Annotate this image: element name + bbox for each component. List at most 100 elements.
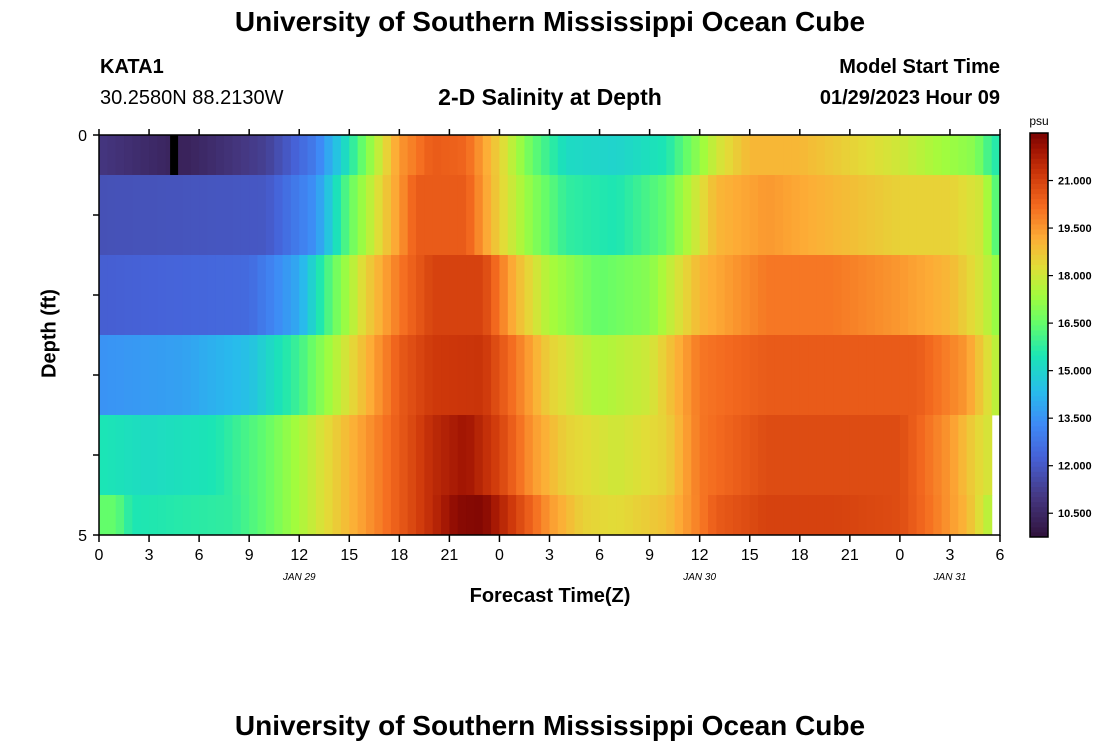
- heatmap-cell: [924, 255, 934, 336]
- colorbar-segment: [1030, 213, 1048, 220]
- heatmap-cell: [708, 415, 717, 496]
- heatmap-cell: [374, 255, 384, 336]
- heatmap-cell: [190, 175, 200, 256]
- heatmap-cell: [532, 175, 542, 256]
- colorbar-segment: [1030, 410, 1048, 417]
- heatmap-cell: [240, 495, 250, 536]
- heatmap-cell: [507, 255, 517, 336]
- heatmap-cell: [741, 495, 751, 536]
- heatmap-cell: [257, 415, 267, 496]
- heatmap-cell: [157, 335, 167, 416]
- heatmap-cell: [199, 255, 209, 336]
- colorbar-tick-label: 10.500: [1058, 508, 1092, 520]
- heatmap-cell: [190, 255, 200, 336]
- heatmap-cell: [240, 175, 250, 256]
- heatmap-cell: [374, 175, 384, 256]
- heatmap-cell: [799, 255, 809, 336]
- colorbar-segment: [1030, 173, 1048, 179]
- heatmap-cell: [499, 255, 509, 336]
- heatmap-cell: [724, 495, 734, 536]
- heatmap-cell: [382, 255, 392, 336]
- heatmap-cell: [240, 255, 250, 336]
- heatmap-cell: [190, 135, 200, 176]
- heatmap-cell: [457, 335, 467, 416]
- heatmap-cell: [491, 415, 501, 496]
- colorbar-segment: [1030, 274, 1048, 280]
- colorbar-segment: [1030, 289, 1048, 296]
- heatmap-cell: [299, 335, 309, 416]
- heatmap-cell: [332, 495, 342, 536]
- heatmap-cell: [157, 135, 167, 176]
- heatmap-cell: [624, 335, 634, 416]
- page-title: University of Southern Mississippi Ocean…: [234, 6, 866, 37]
- heatmap-cell: [99, 415, 108, 496]
- heatmap-cell: [949, 335, 959, 416]
- heatmap-cell: [716, 255, 726, 336]
- heatmap-cell: [891, 495, 901, 536]
- heatmap-cell: [482, 255, 492, 336]
- heatmap-cell: [265, 495, 275, 536]
- heatmap-cell: [365, 415, 375, 496]
- heatmap-cell: [758, 415, 767, 496]
- heatmap-cell: [524, 335, 534, 416]
- heatmap-cell: [816, 495, 826, 536]
- heatmap-cell: [824, 175, 834, 256]
- x-tick-label: 21: [440, 547, 458, 564]
- heatmap-cell: [424, 255, 434, 336]
- heatmap-cell: [724, 175, 734, 256]
- heatmap-cell: [524, 255, 534, 336]
- heatmap-cell: [299, 415, 309, 496]
- heatmap-cell: [933, 255, 943, 336]
- colorbar-segment: [1030, 143, 1048, 149]
- x-tick-label: 9: [645, 547, 654, 564]
- heatmap-cell: [916, 335, 926, 416]
- heatmap-cell: [682, 495, 692, 536]
- heatmap-cell: [290, 175, 300, 256]
- heatmap-cell: [924, 175, 934, 256]
- heatmap-cell: [382, 335, 392, 416]
- heatmap-cell: [399, 255, 409, 336]
- heatmap-cell: [557, 335, 567, 416]
- colorbar-segment: [1030, 340, 1048, 346]
- heatmap-cell: [858, 415, 868, 496]
- heatmap-cell: [132, 495, 142, 536]
- heatmap-cell: [908, 335, 918, 416]
- heatmap-cell: [307, 495, 317, 536]
- heatmap-cell: [808, 175, 818, 256]
- model-start-value: 01/29/2023 Hour 09: [819, 87, 1000, 109]
- heatmap-cell: [858, 255, 868, 336]
- colorbar-segment: [1030, 153, 1048, 159]
- heatmap-cell: [949, 415, 959, 496]
- heatmap-cell: [833, 175, 843, 256]
- heatmap-cell: [774, 175, 784, 256]
- heatmap-cell: [449, 495, 459, 536]
- heatmap-cell: [791, 335, 801, 416]
- heatmap-cell: [941, 175, 951, 256]
- heatmap-cell: [808, 335, 818, 416]
- heatmap-cell: [532, 415, 542, 496]
- x-tick-label: 0: [495, 547, 504, 564]
- heatmap-cell: [299, 135, 309, 176]
- heatmap-cell: [557, 135, 567, 176]
- heatmap-cell: [941, 255, 951, 336]
- colorbar-frame: [1029, 132, 1049, 538]
- heatmap-cell: [766, 175, 776, 256]
- heatmap-cell: [324, 495, 334, 536]
- heatmap-cell: [908, 175, 918, 256]
- heatmap-cell: [441, 415, 450, 496]
- heatmap-cell: [624, 495, 634, 536]
- heatmap-cell: [124, 415, 133, 496]
- heatmap-cell: [974, 335, 984, 416]
- colorbar-tick-label: 18.000: [1058, 271, 1092, 283]
- heatmap-cell: [265, 175, 275, 256]
- date-label: JAN 31: [933, 572, 967, 583]
- heatmap-cell: [174, 415, 184, 496]
- heatmap-cell: [424, 495, 434, 536]
- colorbar-unit: psu: [1029, 114, 1048, 128]
- heatmap-cell: [107, 135, 117, 176]
- heatmap-cell: [958, 495, 968, 536]
- heatmap-cell: [883, 335, 893, 416]
- heatmap-cell: [607, 415, 617, 496]
- heatmap-cell: [340, 255, 350, 336]
- heatmap-cell: [324, 415, 334, 496]
